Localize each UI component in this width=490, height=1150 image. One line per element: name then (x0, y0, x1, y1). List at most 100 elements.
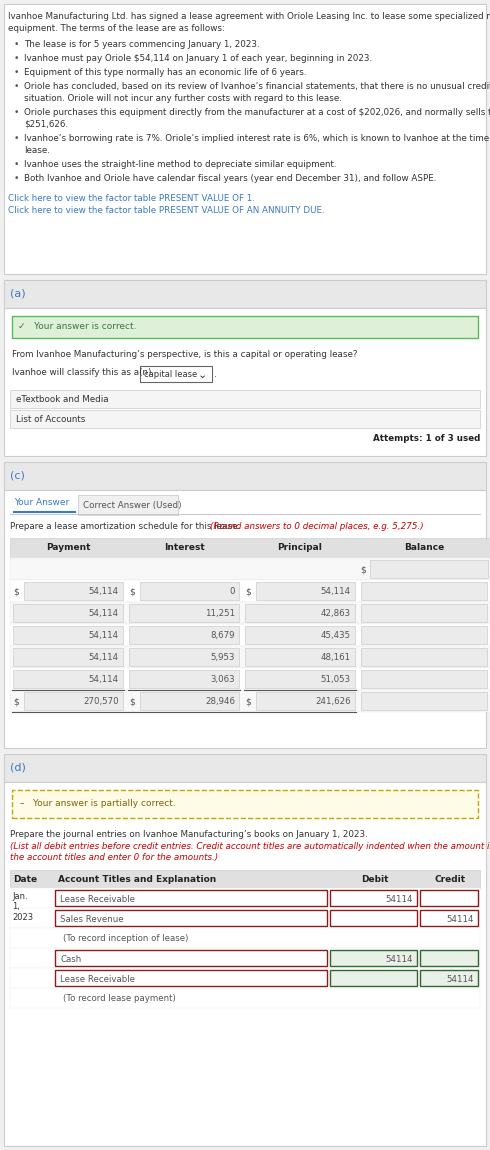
Bar (245, 604, 355, 622)
Bar (361, 604, 487, 622)
Text: ✓   Your answer is correct.: ✓ Your answer is correct. (18, 322, 137, 331)
Text: 54,114: 54,114 (321, 586, 351, 596)
Text: Oriole purchases this equipment directly from the manufacturer at a cost of $202: Oriole purchases this equipment directly… (24, 108, 490, 117)
Text: $: $ (13, 697, 19, 706)
Text: •: • (14, 54, 20, 63)
Text: $: $ (129, 586, 135, 596)
Bar (361, 582, 487, 600)
Text: 28,946: 28,946 (205, 697, 235, 706)
Bar (10, 580, 490, 601)
Text: Sales Revenue: Sales Revenue (60, 915, 123, 923)
Bar (330, 910, 417, 926)
Bar (330, 890, 417, 906)
Text: ⌄: ⌄ (198, 370, 207, 380)
Text: Payment: Payment (46, 543, 90, 552)
Text: Attempts: 1 of 3 used: Attempts: 1 of 3 used (372, 434, 480, 443)
Text: eTextbook and Media: eTextbook and Media (16, 394, 109, 404)
Bar (370, 560, 488, 578)
Text: 8,679: 8,679 (211, 631, 235, 641)
Bar (361, 692, 487, 710)
Bar (129, 647, 239, 666)
Text: 54,114: 54,114 (89, 675, 119, 684)
Bar (361, 626, 487, 644)
Text: Date: Date (13, 875, 37, 884)
Bar (140, 366, 212, 382)
Text: Ivanhoe’s borrowing rate is 7%. Oriole’s implied interest rate is 6%, which is k: Ivanhoe’s borrowing rate is 7%. Oriole’s… (24, 135, 490, 143)
Bar (256, 582, 355, 600)
Bar (13, 626, 123, 644)
Text: 45,435: 45,435 (321, 631, 351, 641)
Bar (10, 871, 480, 888)
Text: capital lease: capital lease (144, 370, 197, 380)
Bar (12, 316, 478, 338)
Bar (13, 647, 123, 666)
Text: Account Titles and Explanation: Account Titles and Explanation (58, 875, 216, 884)
Bar (55, 969, 327, 986)
Bar (361, 670, 487, 688)
Bar (10, 601, 490, 624)
Bar (129, 670, 239, 688)
Text: The lease is for 5 years commencing January 1, 2023.: The lease is for 5 years commencing Janu… (24, 40, 260, 49)
Text: From Ivanhoe Manufacturing’s perspective, is this a capital or operating lease?: From Ivanhoe Manufacturing’s perspective… (12, 350, 358, 359)
Bar (129, 604, 239, 622)
Text: Principal: Principal (277, 543, 322, 552)
Text: Ivanhoe uses the straight-line method to depreciate similar equipment.: Ivanhoe uses the straight-line method to… (24, 160, 337, 169)
Bar (78, 494, 178, 515)
Bar (10, 908, 480, 928)
Text: Ivanhoe must pay Oriole $54,114 on January 1 of each year, beginning in 2023.: Ivanhoe must pay Oriole $54,114 on Janua… (24, 54, 372, 63)
Bar (129, 626, 239, 644)
Text: 54114: 54114 (446, 975, 474, 984)
Text: •: • (14, 40, 20, 49)
Text: •: • (14, 160, 20, 169)
Bar (55, 950, 327, 966)
Text: 241,626: 241,626 (316, 697, 351, 706)
Bar (245, 647, 355, 666)
Text: .: . (214, 370, 217, 380)
Text: (d): (d) (10, 762, 26, 772)
Text: $: $ (13, 586, 19, 596)
Bar (10, 646, 490, 668)
Text: (c): (c) (10, 470, 25, 480)
Bar (245, 670, 355, 688)
Text: 54114: 54114 (386, 954, 413, 964)
Bar (4, 3, 486, 274)
Bar (140, 582, 239, 600)
Text: •: • (14, 108, 20, 117)
Bar (140, 692, 239, 710)
Text: (Round answers to 0 decimal places, e.g. 5,275.): (Round answers to 0 decimal places, e.g.… (210, 522, 424, 531)
Bar (10, 948, 480, 968)
Text: Click here to view the factor table PRESENT VALUE OF 1.: Click here to view the factor table PRES… (8, 194, 255, 204)
Text: situation. Oriole will not incur any further costs with regard to this lease.: situation. Oriole will not incur any fur… (24, 94, 342, 103)
Text: •: • (14, 68, 20, 77)
Bar (256, 692, 355, 710)
Bar (420, 910, 478, 926)
Bar (10, 888, 480, 909)
Bar (361, 647, 487, 666)
Bar (330, 969, 417, 986)
Bar (420, 969, 478, 986)
Text: Lease Receivable: Lease Receivable (60, 895, 135, 904)
Bar (4, 754, 486, 782)
Text: (To record inception of lease): (To record inception of lease) (63, 934, 188, 943)
Bar (12, 790, 478, 818)
Bar (420, 950, 478, 966)
Text: 54114: 54114 (386, 895, 413, 904)
Text: –   Your answer is partially correct.: – Your answer is partially correct. (20, 799, 176, 808)
Bar (13, 670, 123, 688)
Text: 0: 0 (229, 586, 235, 596)
Bar (330, 950, 417, 966)
Text: lease.: lease. (24, 146, 50, 155)
Bar (10, 968, 480, 988)
Text: Balance: Balance (404, 543, 444, 552)
Text: $251,626.: $251,626. (24, 120, 68, 129)
Text: Jan.
1,
2023: Jan. 1, 2023 (12, 892, 33, 922)
Bar (245, 626, 355, 644)
Bar (4, 490, 486, 748)
Text: Both Ivanhoe and Oriole have calendar fiscal years (year end December 31), and f: Both Ivanhoe and Oriole have calendar fi… (24, 174, 437, 183)
Bar (4, 782, 486, 1147)
Text: 270,570: 270,570 (83, 697, 119, 706)
Text: 54,114: 54,114 (89, 586, 119, 596)
Text: Lease Receivable: Lease Receivable (60, 975, 135, 984)
Bar (10, 988, 480, 1009)
Text: Credit: Credit (435, 875, 465, 884)
